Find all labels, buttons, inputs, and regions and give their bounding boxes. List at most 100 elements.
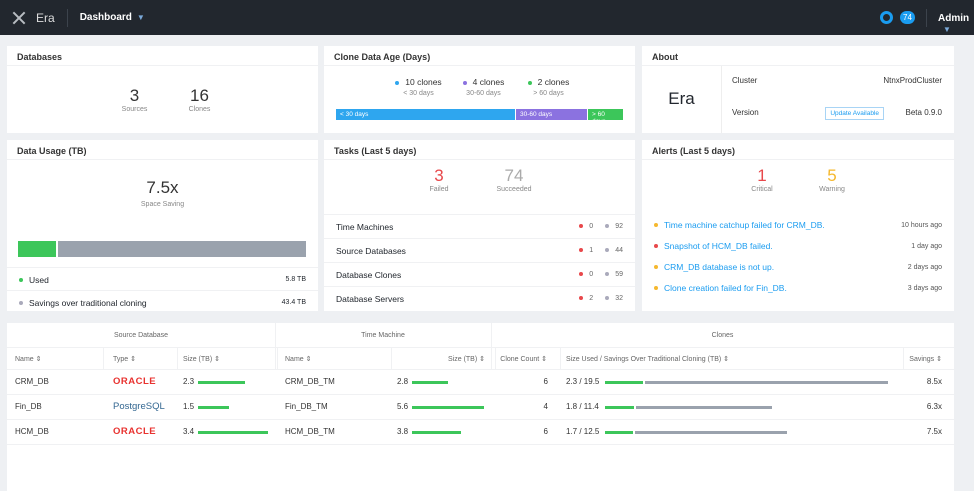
succeeded-dot-icon: [605, 272, 610, 277]
chevron-down-icon[interactable]: ▼: [136, 13, 145, 22]
divider: [903, 348, 904, 369]
db-name[interactable]: CRM_DB: [15, 377, 49, 386]
db-name[interactable]: Fin_DB: [15, 402, 42, 411]
cluster-link[interactable]: NtnxProdCluster: [883, 76, 942, 85]
clone-size-text: 1.7 / 12.5: [566, 427, 600, 436]
alert-link[interactable]: CRM_DB database is not up.: [664, 262, 775, 272]
db-type-logo: ORACLE: [113, 426, 157, 437]
version-value: Beta 0.9.0: [905, 108, 942, 117]
critical-count[interactable]: 1: [757, 166, 767, 185]
alert-link[interactable]: Time machine catchup failed for CRM_DB.: [664, 220, 825, 230]
age-range: > 60 days: [533, 90, 564, 97]
time-machine-name[interactable]: HCM_DB_TM: [285, 427, 335, 436]
top-bar: Era Dashboard ▼ 74 Admin ▼: [0, 0, 974, 35]
task-row[interactable]: Time Machines 0 92: [324, 214, 635, 238]
alert-link[interactable]: Snapshot of HCM_DB failed.: [664, 241, 773, 251]
db-name[interactable]: HCM_DB: [15, 427, 49, 436]
update-available-button[interactable]: Update Available: [825, 107, 884, 120]
alert-dot-icon: [654, 286, 658, 290]
column-header[interactable]: Size (TB) ⇕: [448, 356, 485, 363]
db-type-logo: PostgreSQL: [113, 401, 165, 412]
sources-label: Sources: [121, 106, 148, 113]
warning-count[interactable]: 5: [827, 166, 837, 185]
task-row[interactable]: Database Servers 2 32: [324, 286, 635, 310]
sources-count: 3: [129, 86, 140, 105]
alert-item: Time machine catchup failed for CRM_DB. 1…: [642, 215, 954, 235]
clone-age-segment[interactable]: > 60 days: [588, 109, 624, 125]
alert-link[interactable]: Clone creation failed for Fin_DB.: [664, 283, 787, 293]
db-type-logo: ORACLE: [113, 376, 157, 387]
failed-dot-icon: [579, 224, 584, 229]
clone-size-text: 1.8 / 11.4: [566, 402, 599, 411]
used-fill: [18, 241, 59, 257]
failed-label: Failed: [429, 186, 449, 193]
divider: [66, 8, 68, 27]
alert-dot-icon: [654, 265, 658, 269]
card-title: Data Usage (TB): [7, 140, 318, 160]
db-size: 1.5: [183, 402, 195, 411]
clone-age-bar: < 30 days 30-60 days > 60 days: [336, 109, 624, 125]
user-menu[interactable]: Admin ▼: [938, 13, 974, 35]
product-name: Era: [668, 89, 695, 108]
space-saving-value: 7.5x: [146, 178, 179, 197]
tasks-card: Tasks (Last 5 days) 3 Failed 74 Succeeded …: [324, 140, 635, 311]
dashboard-menu[interactable]: Dashboard: [79, 12, 132, 23]
column-header[interactable]: Savings ⇕: [909, 356, 942, 363]
task-row[interactable]: Source Databases 1 44: [324, 238, 635, 262]
databases-card: Databases 3 Sources 16 Clones: [7, 46, 318, 133]
column-header[interactable]: Size Used / Savings Over Traditional Clo…: [566, 356, 730, 363]
row-divider: [7, 444, 954, 445]
row-divider: [7, 394, 954, 395]
failed-count: 1: [589, 247, 594, 254]
time-machine-name[interactable]: Fin_DB_TM: [285, 402, 328, 411]
succeeded-count[interactable]: 74: [504, 166, 524, 185]
failed-dot-icon: [579, 272, 584, 277]
clone-age-stat: 10 clones < 30 days: [386, 77, 451, 97]
db-size: 2.3: [183, 377, 195, 386]
space-saving-label: Space Saving: [140, 201, 185, 208]
failed-dot-icon: [579, 296, 584, 301]
db-size-bar: [198, 406, 229, 409]
row-divider: [7, 419, 954, 420]
clone-age-segment[interactable]: < 30 days: [336, 109, 516, 120]
tm-size: 3.8: [397, 427, 409, 436]
dot-icon: [462, 80, 467, 85]
succeeded-count: 44: [615, 247, 623, 254]
card-title: Tasks (Last 5 days): [324, 140, 635, 160]
tasks-ring-icon[interactable]: [880, 11, 893, 24]
clone-age-segment[interactable]: 30-60 days: [516, 109, 588, 120]
column-header[interactable]: Name ⇕: [15, 356, 42, 363]
group-time-machine: Time Machine: [361, 332, 405, 339]
alert-item: CRM_DB database is not up. 2 days ago: [642, 257, 954, 277]
card-title: Clone Data Age (Days): [324, 46, 635, 66]
databases-table: Source Database Time Machine Clones Name…: [7, 323, 954, 491]
succeeded-count: 59: [615, 271, 623, 278]
succeeded-dot-icon: [605, 224, 610, 229]
age-range: < 30 days: [403, 90, 434, 97]
divider: [277, 348, 278, 369]
column-header[interactable]: Name ⇕: [285, 356, 312, 363]
used-value: 5.8 TB: [285, 276, 307, 283]
savings-bar: [644, 381, 888, 384]
nutanix-logo-icon[interactable]: [12, 11, 26, 25]
failed-count[interactable]: 3: [434, 166, 444, 185]
failed-count: 0: [589, 223, 594, 230]
savings-value: 7.5x: [926, 427, 942, 436]
task-row[interactable]: Database Clones 0 59: [324, 262, 635, 286]
task-name: Source Databases: [336, 245, 406, 256]
clone-age-card: Clone Data Age (Days) 10 clones < 30 days…: [324, 46, 635, 133]
count-text: 2 clones: [537, 77, 570, 87]
clone-count: 10 clones: [386, 77, 451, 87]
savings-value: 43.4 TB: [281, 299, 306, 306]
time-machine-name[interactable]: CRM_DB_TM: [285, 377, 335, 386]
savings-bar: [636, 406, 773, 409]
data-usage-card: Data Usage (TB) 7.5x Space Saving Used 5.8…: [7, 140, 318, 311]
clones-count: 16: [190, 86, 209, 105]
size-used-bar: [605, 431, 633, 434]
notification-badge[interactable]: 74: [900, 11, 915, 24]
column-header[interactable]: Size (TB) ⇕: [183, 356, 220, 363]
column-header[interactable]: Type ⇕: [113, 356, 136, 363]
clones-label: Clones: [188, 106, 211, 113]
card-title: Databases: [7, 46, 318, 66]
column-header[interactable]: Clone Count ⇕: [500, 356, 547, 363]
